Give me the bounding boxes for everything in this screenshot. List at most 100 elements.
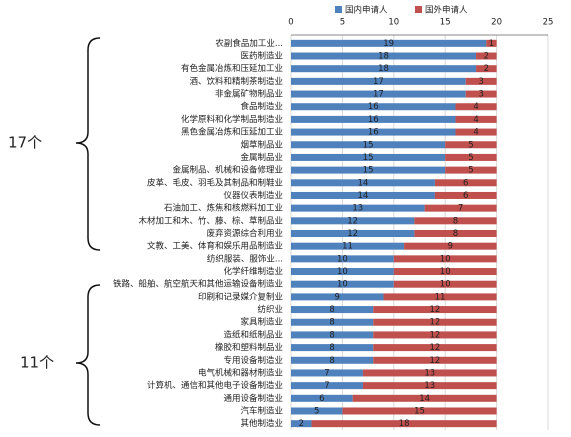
y-tick-label: 印刷和记录媒介复制业 [198, 291, 283, 302]
bar [445, 166, 497, 174]
brace [75, 37, 101, 251]
bar [373, 318, 497, 326]
data-label: 11 [435, 292, 446, 302]
y-tick-label: 化学原料和化学制品制造业 [181, 114, 283, 125]
bar [362, 369, 497, 377]
data-label: 16 [368, 128, 379, 138]
data-label: 12 [430, 356, 441, 366]
data-label: 12 [430, 343, 441, 353]
data-label: 8 [329, 318, 334, 328]
bar [291, 280, 394, 288]
data-label: 3 [478, 77, 483, 87]
data-label: 5 [468, 140, 473, 150]
bar [424, 204, 497, 212]
data-label: 16 [368, 102, 379, 112]
data-label: 4 [473, 115, 478, 125]
data-label: 19 [383, 39, 394, 49]
y-tick-label: 纺织业 [257, 304, 283, 315]
data-label: 6 [463, 178, 468, 188]
bar [393, 255, 497, 263]
y-tick-label: 化学纤维制造业 [223, 266, 283, 277]
x-tick-label: 5 [340, 18, 345, 28]
bar [291, 420, 312, 428]
data-label: 9 [448, 242, 453, 252]
data-label: 8 [329, 343, 334, 353]
bar [291, 217, 415, 225]
data-label: 18 [378, 52, 389, 62]
bar [291, 306, 374, 314]
y-tick-label: 造纸和纸制品业 [223, 329, 283, 340]
y-tick-label: 木材加工和木、竹、藤、棕、草制品业 [138, 215, 283, 226]
bar [291, 153, 446, 161]
data-label: 8 [329, 305, 334, 315]
y-tick-label: 酒、饮料和精制茶制造业 [189, 76, 283, 87]
data-label: 18 [399, 419, 410, 429]
y-tick-label: 橡胶和塑料制品业 [215, 342, 283, 353]
data-label: 2 [299, 419, 304, 429]
bar [291, 356, 374, 364]
bar [455, 115, 497, 123]
data-label: 12 [430, 330, 441, 340]
data-label: 14 [358, 191, 369, 201]
bar [291, 204, 425, 212]
data-label: 3 [478, 90, 483, 100]
bar [291, 191, 435, 199]
y-tick-label: 汽车制造业 [240, 405, 283, 416]
bar [445, 153, 497, 161]
y-tick-label: 废弃资源综合利用业 [206, 228, 283, 239]
bar [311, 420, 497, 428]
bar [291, 166, 446, 174]
bar [476, 65, 497, 73]
data-label: 8 [329, 330, 334, 340]
bar [373, 306, 497, 314]
data-label: 1 [489, 39, 494, 49]
data-label: 5 [314, 406, 319, 416]
brace [75, 284, 101, 426]
annotation: 17个 [8, 134, 42, 152]
y-tick-label: 黑色金属冶炼和压延加工业 [181, 127, 283, 138]
y-tick-label: 通用设备制造业 [223, 393, 283, 404]
bar [373, 356, 497, 364]
legend-swatch [335, 6, 342, 13]
bar [414, 217, 497, 225]
data-label: 4 [473, 102, 478, 112]
data-label: 11 [342, 242, 353, 252]
data-label: 15 [363, 166, 374, 176]
x-tick-label: 0 [288, 18, 293, 28]
y-tick-label: 家具制造业 [240, 317, 283, 328]
data-label: 9 [335, 292, 340, 302]
y-tick-label: 金属制品、机械和设备修理业 [172, 165, 283, 176]
bar [291, 242, 405, 250]
bar [291, 179, 435, 187]
data-label: 13 [424, 368, 435, 378]
bar [291, 344, 374, 352]
data-label: 8 [329, 356, 334, 366]
data-label: 10 [337, 267, 348, 277]
y-tick-label: 金属制品业 [240, 152, 283, 163]
data-label: 7 [458, 204, 463, 214]
y-tick-label: 仪器仪表制造业 [223, 190, 283, 201]
bar [291, 141, 446, 149]
data-label: 12 [347, 216, 358, 226]
bar [486, 39, 497, 47]
data-label: 15 [363, 153, 374, 163]
bar [393, 268, 497, 276]
x-tick-label: 25 [543, 18, 554, 28]
data-label: 16 [368, 115, 379, 125]
y-tick-label: 纺织服装、服饰业... [207, 253, 283, 264]
bar [291, 39, 487, 47]
bar [373, 344, 497, 352]
data-label: 10 [440, 267, 451, 277]
data-label: 10 [337, 254, 348, 264]
data-label: 6 [463, 191, 468, 201]
data-label: 4 [473, 128, 478, 138]
bar [291, 103, 456, 111]
data-label: 15 [414, 406, 425, 416]
data-label: 17 [373, 90, 384, 100]
x-tick-label: 10 [388, 18, 399, 28]
y-tick-label: 石油加工、炼焦和核燃料加工业 [164, 203, 283, 214]
bar [362, 382, 497, 390]
data-label: 6 [319, 394, 324, 404]
